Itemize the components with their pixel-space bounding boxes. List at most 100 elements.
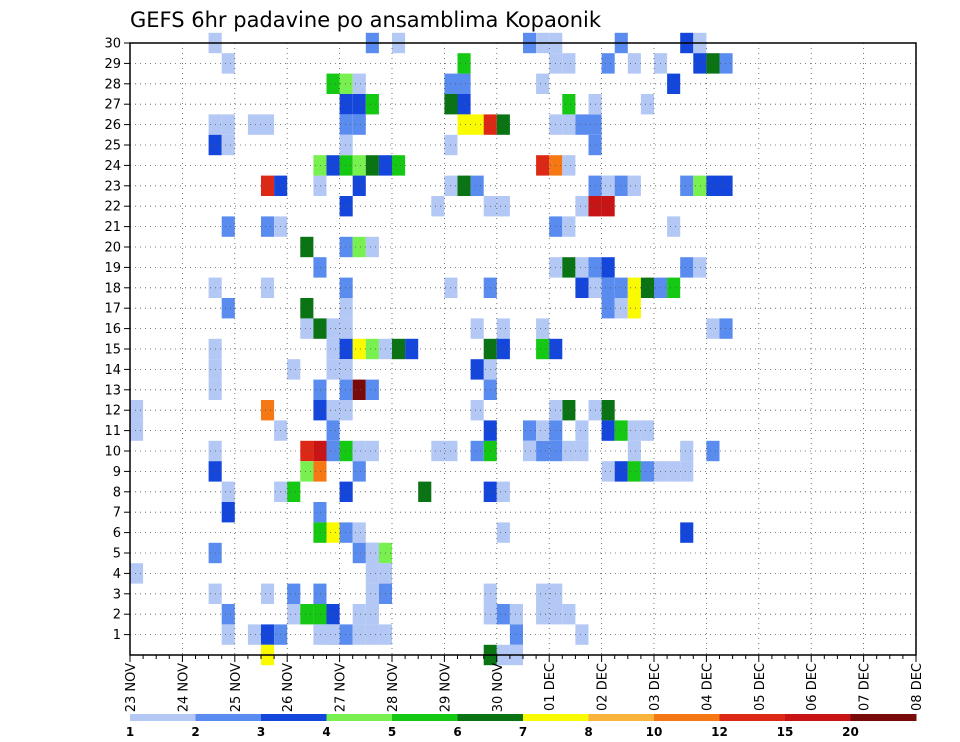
colorbar-label: 3 <box>257 725 265 739</box>
y-tick-label: 16 <box>104 322 121 337</box>
heatmap-cell <box>693 257 707 278</box>
heatmap-cell <box>313 583 327 604</box>
heatmap-cell <box>601 420 615 441</box>
x-tick-label: 03 DEC <box>648 663 663 711</box>
heatmap-cell <box>470 318 484 339</box>
heatmap-cell <box>496 318 510 339</box>
y-axis: 1234567891011121314151617181920212223242… <box>104 37 130 643</box>
heatmap-cell <box>352 94 366 115</box>
heatmap-cell <box>693 175 707 196</box>
heatmap-cell <box>614 298 628 319</box>
heatmap-cell <box>627 420 641 441</box>
heatmap-cell <box>562 155 576 176</box>
heatmap-cell <box>523 440 537 462</box>
grid-lines <box>130 43 916 655</box>
heatmap-cell <box>365 338 379 360</box>
heatmap-cell <box>247 624 261 645</box>
colorbar-swatch <box>654 714 720 721</box>
heatmap-cell <box>431 196 445 217</box>
heatmap-cell <box>523 420 537 441</box>
y-tick-label: 8 <box>113 485 121 500</box>
heatmap-cell <box>614 175 628 196</box>
colorbar-swatch <box>326 714 393 721</box>
heatmap-cell <box>313 400 327 421</box>
heatmap-cell <box>614 420 628 441</box>
heatmap-cell <box>221 134 235 156</box>
heatmap-cell <box>562 216 576 237</box>
heatmap-cell <box>313 155 327 176</box>
heatmap-cell <box>562 257 576 278</box>
heatmap-cell <box>470 400 484 421</box>
colorbar-label: 6 <box>453 725 461 739</box>
y-tick-label: 21 <box>104 220 121 235</box>
colorbar-swatch <box>785 714 851 721</box>
heatmap-cell <box>300 318 314 339</box>
heatmap-cell <box>536 73 550 94</box>
heatmap-cell <box>352 73 366 94</box>
heatmap-cell <box>339 481 353 502</box>
y-tick-label: 20 <box>104 241 121 256</box>
colorbar-swatch <box>130 714 196 721</box>
heatmap-cell <box>365 604 379 625</box>
heatmap-cell <box>562 604 576 625</box>
heatmap-cell <box>339 359 353 380</box>
heatmap-cell <box>339 236 353 258</box>
colorbar-label: 4 <box>322 725 330 739</box>
y-tick-label: 23 <box>104 179 121 194</box>
heatmap-cell <box>339 114 353 135</box>
y-tick-label: 14 <box>104 363 121 378</box>
heatmap-cell <box>470 114 484 135</box>
heatmap-cell <box>680 175 694 196</box>
heatmap-cell <box>261 216 275 237</box>
heatmap-cell <box>706 440 720 462</box>
y-tick-label: 7 <box>113 506 121 521</box>
chart-title: GEFS 6hr padavine po ansamblima Kopaonik <box>130 8 602 32</box>
y-tick-label: 10 <box>104 445 121 460</box>
heatmap-cell <box>339 277 353 298</box>
y-tick-label: 26 <box>104 118 121 133</box>
heatmap-cell <box>300 461 314 482</box>
heatmap-cell <box>247 114 261 135</box>
heatmap-cell <box>221 624 235 645</box>
heatmap-cell <box>352 379 366 400</box>
heatmap-cell <box>221 604 235 625</box>
x-tick-label: 26 NOV <box>281 663 296 712</box>
colorbar-swatch <box>523 714 589 721</box>
heatmap-cell <box>313 318 327 339</box>
y-tick-label: 4 <box>113 567 121 582</box>
heatmap-cell <box>392 155 406 176</box>
heatmap-cell <box>627 440 641 462</box>
y-tick-label: 17 <box>104 302 121 317</box>
heatmap-cell <box>365 624 379 645</box>
heatmap-cell <box>313 257 327 278</box>
x-tick-label: 23 NOV <box>124 663 139 712</box>
heatmap-cell <box>496 338 510 360</box>
heatmap-cell <box>352 236 366 258</box>
heatmap-cell <box>601 175 615 196</box>
heatmap-cell <box>130 563 144 584</box>
heatmap-cell <box>365 155 379 176</box>
heatmap-cell <box>326 318 340 339</box>
heatmap-cell <box>130 420 144 441</box>
heatmap-cell <box>365 236 379 258</box>
heatmap-cell <box>365 94 379 115</box>
heatmap-cell <box>509 624 523 645</box>
heatmap-cell <box>562 440 576 462</box>
x-tick-label: 25 NOV <box>229 663 244 712</box>
heatmap-cell <box>326 400 340 421</box>
heatmap-cell <box>575 114 589 135</box>
heatmap-cell <box>300 440 314 462</box>
heatmap-cell <box>352 175 366 196</box>
heatmap-cell <box>221 298 235 319</box>
y-tick-label: 27 <box>104 98 121 113</box>
heatmap-cell <box>640 461 654 482</box>
y-tick-label: 9 <box>113 465 121 480</box>
x-tick-label: 08 DEC <box>910 663 925 711</box>
heatmap-cell <box>365 563 379 584</box>
colorbar-label: 20 <box>842 725 859 739</box>
heatmap-cell <box>496 481 510 502</box>
colorbar-swatch <box>719 714 786 721</box>
colorbar-swatch <box>850 714 917 721</box>
heatmap-cell <box>470 175 484 196</box>
